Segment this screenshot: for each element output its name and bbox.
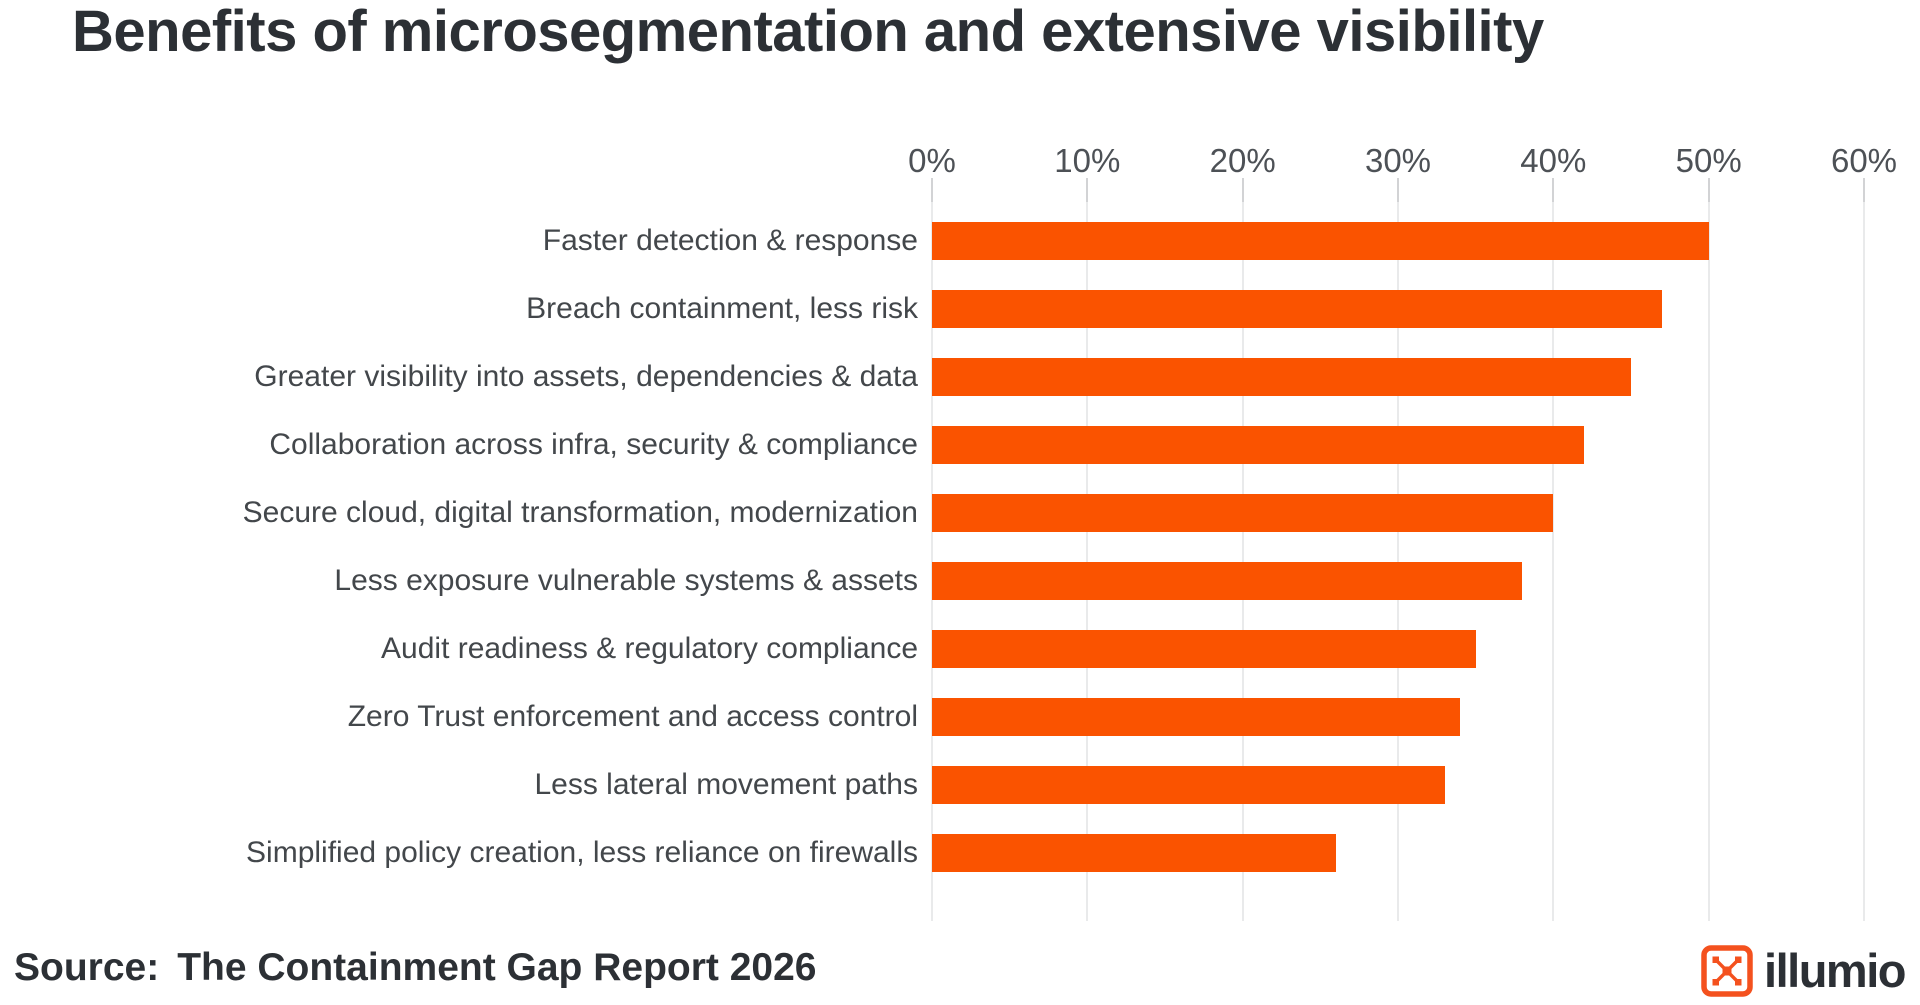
category-label: Faster detection & response xyxy=(542,224,918,257)
chart-row: Collaboration across infra, security & c… xyxy=(0,411,1920,479)
x-axis: 0% 10% 20% 30% 40% 50% 60% xyxy=(908,138,1897,184)
source-report-title: The Containment Gap Report 2026 xyxy=(177,946,817,989)
category-label: Collaboration across infra, security & c… xyxy=(269,428,918,461)
category-label: Simplified policy creation, less relianc… xyxy=(246,836,918,869)
category-label: Zero Trust enforcement and access contro… xyxy=(347,700,918,733)
axis-tick-label: 30% xyxy=(1364,142,1432,179)
category-label: Greater visibility into assets, dependen… xyxy=(254,360,918,393)
axis-tick-label: 0% xyxy=(908,142,956,179)
bar-track xyxy=(932,411,1864,479)
category-label: Audit readiness & regulatory compliance xyxy=(381,632,918,665)
chart-row: Audit readiness & regulatory compliance xyxy=(0,615,1920,683)
axis-tick-label: 10% xyxy=(1054,142,1121,179)
gridline xyxy=(1086,178,1089,921)
axis-tickmark xyxy=(1863,178,1865,202)
bar xyxy=(932,630,1476,668)
bar xyxy=(932,222,1709,260)
bar-track xyxy=(932,343,1864,411)
bar-track xyxy=(932,547,1864,615)
bar-track xyxy=(932,819,1864,887)
axis-tick-label: 60% xyxy=(1830,142,1898,179)
gridline xyxy=(1552,178,1555,921)
axis-tick-label: 40% xyxy=(1520,142,1587,179)
illumio-network-mark-icon xyxy=(1701,945,1753,997)
chart-row: Less exposure vulnerable systems & asset… xyxy=(0,547,1920,615)
bar xyxy=(932,834,1336,872)
bar xyxy=(932,562,1523,600)
gridline xyxy=(1397,178,1399,921)
grid-layer xyxy=(931,178,1865,921)
bar xyxy=(932,494,1554,532)
bar-track xyxy=(932,479,1864,547)
gridline xyxy=(1863,178,1865,921)
category-label: Less exposure vulnerable systems & asset… xyxy=(334,564,918,597)
axis-tickmark xyxy=(1707,178,1710,202)
chart-row: Simplified policy creation, less relianc… xyxy=(0,819,1920,887)
bar xyxy=(932,698,1461,736)
gridline xyxy=(931,178,933,921)
source-line: Source: The Containment Gap Report 2026 xyxy=(14,946,816,990)
axis-tickmark xyxy=(931,178,933,202)
source-prefix: Source: xyxy=(14,946,160,989)
bar xyxy=(932,766,1445,804)
chart-row: Less lateral movement paths xyxy=(0,751,1920,819)
category-label: Secure cloud, digital transformation, mo… xyxy=(242,496,918,529)
axis-tickmark xyxy=(1397,178,1399,202)
chart-row: Zero Trust enforcement and access contro… xyxy=(0,683,1920,751)
bar-chart: Faster detection & response Breach contai… xyxy=(0,178,1920,921)
page-title: Benefits of microsegmentation and extens… xyxy=(72,0,1544,64)
gridline xyxy=(1707,178,1710,921)
axis-tickmark xyxy=(1552,178,1555,202)
chart-row: Breach containment, less risk xyxy=(0,275,1920,343)
bar-track xyxy=(932,751,1864,819)
bar xyxy=(932,358,1631,396)
bar xyxy=(932,290,1663,328)
category-label: Breach containment, less risk xyxy=(526,292,918,325)
axis-tick-label: 50% xyxy=(1675,142,1742,179)
bar-track xyxy=(932,683,1864,751)
chart-row: Faster detection & response xyxy=(0,207,1920,275)
brand-logo: illumio xyxy=(1701,944,1906,998)
brand-wordmark: illumio xyxy=(1764,944,1906,997)
chart-row: Secure cloud, digital transformation, mo… xyxy=(0,479,1920,547)
chart-rows: Faster detection & response Breach contai… xyxy=(0,195,1920,887)
bar-track xyxy=(932,207,1864,275)
axis-tickmark xyxy=(1086,178,1089,202)
category-label: Less lateral movement paths xyxy=(534,768,918,801)
bar-track xyxy=(932,275,1864,343)
axis-tick-label: 20% xyxy=(1209,142,1276,179)
axis-tickmark xyxy=(1241,178,1244,202)
chart-row: Greater visibility into assets, dependen… xyxy=(0,343,1920,411)
bar xyxy=(932,426,1585,464)
gridline xyxy=(1241,178,1244,921)
bar-track xyxy=(932,615,1864,683)
